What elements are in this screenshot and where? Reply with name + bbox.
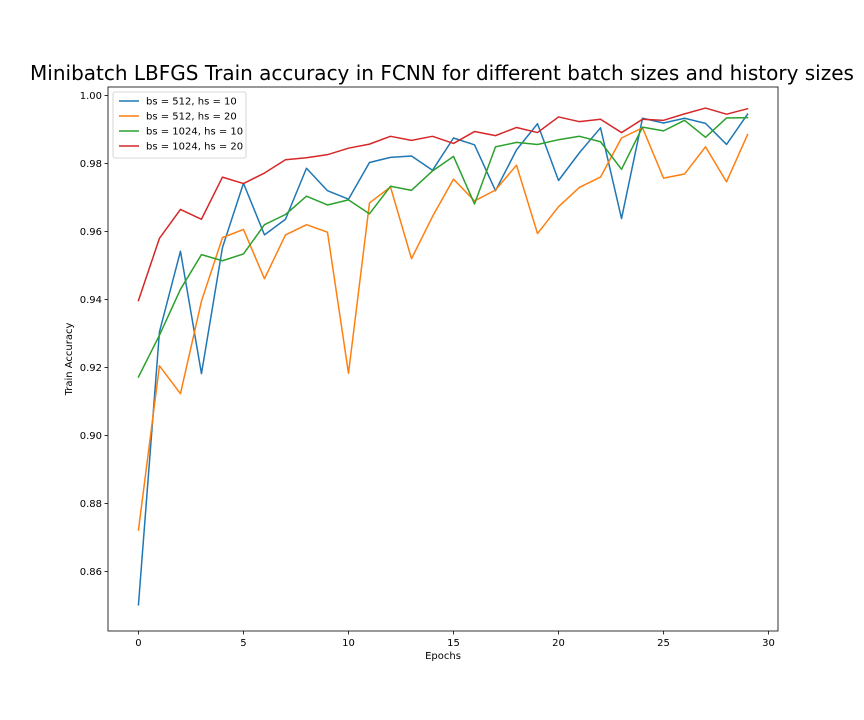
axes-frame <box>107 86 779 632</box>
y-tick-label: 0.86 <box>80 567 102 578</box>
series-line-2 <box>137 127 749 531</box>
x-tick-label: 5 <box>240 638 246 649</box>
y-tick-label: 0.88 <box>80 499 102 510</box>
plot-area: 0 5 10 15 20 25 30 0.86 0.88 0.90 0.92 0.94 0.96 0.98… <box>80 86 779 649</box>
legend-entry-2: bs = 512, hs = 20 <box>146 112 237 123</box>
y-tick-label: 0.92 <box>80 363 102 374</box>
y-tick-label: 0.90 <box>80 431 102 442</box>
x-tick-label: 15 <box>447 638 460 649</box>
y-axis-label: Train Accuracy <box>64 323 75 397</box>
legend-entry-1: bs = 512, hs = 10 <box>146 97 237 108</box>
x-tick-label: 25 <box>657 638 670 649</box>
y-tick-label: 1.00 <box>80 91 102 102</box>
series-line-4 <box>137 107 749 302</box>
legend-entry-4: bs = 1024, hs = 20 <box>146 142 243 153</box>
x-tick-label: 10 <box>342 638 355 649</box>
x-axis-label: Epochs <box>425 651 461 662</box>
y-tick-label: 0.98 <box>80 159 102 170</box>
x-tick-label: 30 <box>762 638 775 649</box>
x-tick-label: 0 <box>135 638 141 649</box>
y-tick-label: 0.94 <box>80 295 102 306</box>
legend-box <box>112 91 247 159</box>
legend: bs = 512, hs = 10 bs = 512, hs = 20 bs = 1… <box>112 91 247 159</box>
chart-title: Minibatch LBFGS Train accuracy in FCNN f… <box>30 61 854 85</box>
legend-entry-3: bs = 1024, hs = 10 <box>146 127 243 138</box>
y-tick-label: 0.96 <box>80 227 102 238</box>
series-line-3 <box>137 116 749 379</box>
x-tick-label: 20 <box>552 638 565 649</box>
